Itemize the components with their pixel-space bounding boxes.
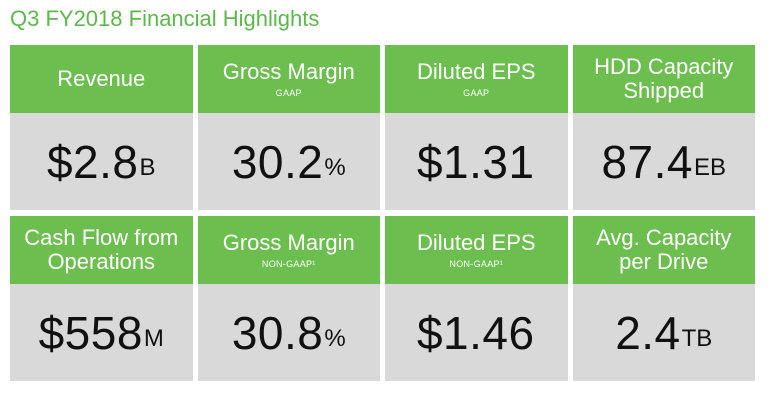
tile-label: Revenue — [57, 66, 146, 91]
tile-label: HDD Capacity Shipped — [594, 54, 734, 103]
tile-header-diluted-eps-nongaap: Diluted EPS NON-GAAP¹ — [385, 215, 568, 284]
tile-unit: % — [324, 324, 346, 352]
tile-value: 30.8 — [231, 306, 324, 359]
tile-unit: % — [324, 153, 346, 181]
tile-sublabel: NON-GAAP¹ — [261, 259, 316, 269]
page-title: Q3 FY2018 Financial Highlights — [10, 6, 320, 31]
tile-label: Diluted EPS — [416, 59, 536, 84]
tile-sublabel: GAAP — [463, 88, 490, 98]
tile-value-gross-margin-gaap: 30.2% — [197, 113, 380, 215]
tile-value-hdd-capacity: 87.4 EB — [572, 113, 755, 215]
tile-header-gross-margin-nongaap: Gross Margin NON-GAAP¹ — [197, 215, 380, 284]
tile-unit: TB — [681, 324, 713, 352]
tile-header-avg-capacity: Avg. Capacity per Drive — [572, 215, 755, 284]
tile-label: Gross Margin — [222, 59, 355, 84]
tile-value-diluted-eps-nongaap: $1.46 — [385, 284, 568, 386]
tile-value: $558 — [38, 306, 143, 359]
tile-value: 87.4 — [601, 135, 693, 188]
tile-header-cash-flow: Cash Flow from Operations — [10, 215, 193, 284]
tile-unit: B — [139, 153, 156, 181]
tile-unit: EB — [694, 153, 727, 181]
tile-label: Avg. Capacity per Drive — [596, 225, 732, 274]
tile-header-revenue: Revenue — [10, 44, 193, 113]
tile-sublabel: NON-GAAP¹ — [449, 259, 504, 269]
tile-value-avg-capacity: 2.4 TB — [572, 284, 755, 386]
tile-label: Gross Margin — [222, 230, 355, 255]
tile-value: 2.4 — [615, 306, 681, 359]
tile-value-diluted-eps-gaap: $1.31 — [385, 113, 568, 215]
highlights-grid: Revenue Gross Margin GAAP Diluted EPS GA… — [10, 44, 755, 386]
tile-label: Cash Flow from Operations — [24, 225, 179, 274]
tile-value: $1.46 — [416, 306, 535, 359]
tile-header-diluted-eps-gaap: Diluted EPS GAAP — [385, 44, 568, 113]
tile-value-gross-margin-nongaap: 30.8% — [197, 284, 380, 386]
tile-value-cash-flow: $558 M — [10, 284, 193, 386]
tile-value: $1.31 — [416, 135, 535, 188]
tile-value-revenue: $2.8 B — [10, 113, 193, 215]
tile-header-gross-margin-gaap: Gross Margin GAAP — [197, 44, 380, 113]
tile-sublabel: GAAP — [275, 88, 302, 98]
tile-unit: M — [143, 324, 164, 352]
tile-header-hdd-capacity: HDD Capacity Shipped — [572, 44, 755, 113]
tile-value: $2.8 — [46, 135, 139, 188]
tile-value: 30.2 — [231, 135, 324, 188]
tile-label: Diluted EPS — [416, 230, 536, 255]
